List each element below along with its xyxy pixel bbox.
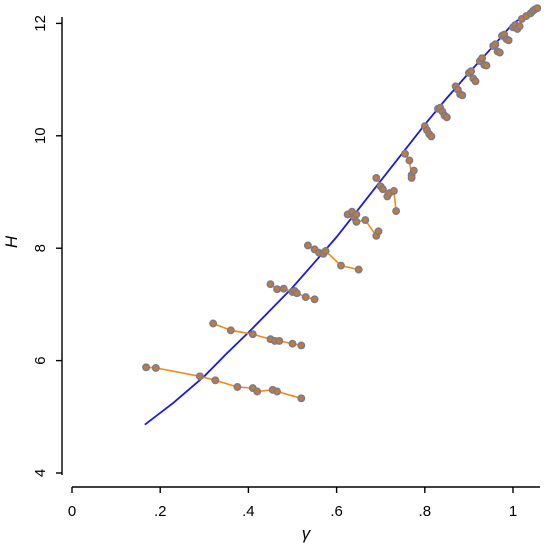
data-point: [273, 387, 282, 396]
data-point: [226, 326, 235, 335]
data-point: [233, 383, 242, 391]
segments-layer: [146, 7, 538, 400]
data-point: [515, 22, 524, 31]
x-tick-label: .4: [242, 503, 255, 520]
data-point: [478, 54, 487, 63]
data-point: [442, 113, 451, 122]
data-point: [337, 261, 345, 270]
data-point: [352, 217, 361, 226]
data-point: [292, 289, 301, 298]
data-point: [374, 227, 383, 236]
data-point: [279, 284, 288, 293]
data-point: [495, 48, 504, 57]
y-tick-label: 10: [32, 127, 49, 144]
data-point: [297, 394, 306, 403]
data-point: [209, 319, 218, 328]
data-point: [142, 363, 151, 372]
data-point: [407, 173, 416, 182]
data-point: [533, 4, 542, 13]
x-ticks: 0 .2 .4 .6 .8 1: [68, 487, 517, 520]
y-ticks: 4 6 8 10 12: [32, 15, 62, 477]
data-point: [405, 156, 414, 165]
x-tick-label: 0: [68, 503, 76, 520]
x-tick-label: .8: [419, 503, 432, 520]
data-point: [321, 247, 330, 255]
data-point: [504, 36, 513, 45]
data-point: [458, 91, 467, 100]
x-tick-label: 1: [509, 503, 517, 520]
data-point: [482, 61, 491, 70]
y-tick-label: 8: [32, 244, 49, 252]
y-tick-label: 4: [32, 469, 49, 477]
data-point: [361, 216, 370, 225]
data-point: [392, 207, 401, 216]
data-point: [273, 285, 282, 294]
x-tick-label: .2: [154, 503, 167, 520]
data-point: [471, 77, 480, 86]
data-point: [310, 295, 319, 304]
data-point: [151, 363, 160, 372]
data-point: [389, 186, 398, 195]
data-point: [297, 341, 306, 350]
fit-line: [144, 8, 540, 426]
y-axis-label: H: [2, 235, 21, 248]
y-tick-label: 6: [32, 356, 49, 364]
data-point: [354, 265, 363, 274]
data-point: [352, 210, 361, 219]
data-point: [409, 166, 418, 175]
data-point: [211, 376, 220, 385]
data-point: [372, 173, 381, 182]
x-axis-label: γ: [302, 524, 312, 543]
data-point: [248, 330, 257, 339]
data-point: [427, 132, 436, 141]
data-point: [401, 149, 409, 158]
data-point: [491, 40, 500, 49]
fit-line-layer: [144, 8, 540, 426]
points-layer: [142, 4, 542, 403]
data-point: [266, 280, 275, 289]
data-point: [253, 387, 262, 396]
data-point: [275, 336, 284, 345]
data-point: [378, 185, 387, 194]
data-point: [288, 339, 297, 348]
segment-line-2: [212, 322, 302, 347]
data-point: [467, 67, 476, 76]
data-point: [195, 372, 204, 381]
y-tick-label: 12: [32, 15, 49, 32]
x-tick-label: .6: [330, 503, 343, 520]
data-point: [301, 293, 310, 302]
data-point: [303, 241, 312, 250]
